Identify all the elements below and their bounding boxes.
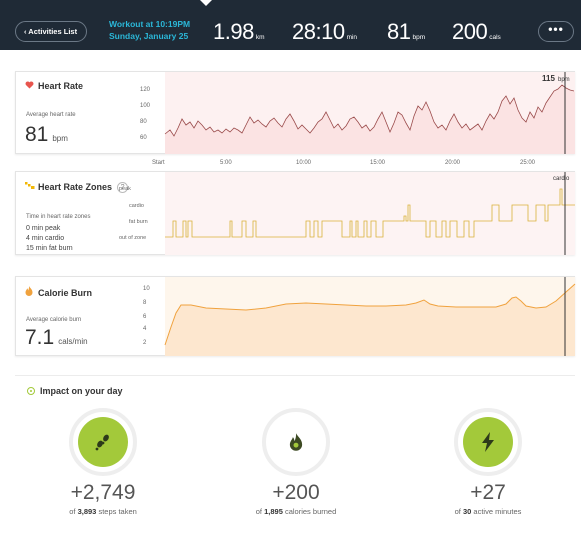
heart-rate-title: Heart Rate [25,81,83,91]
zones-marker-label: cardio [553,176,570,182]
hr-xtick-25: 25:00 [520,160,536,166]
zones-chart: peak cardio fat burn out of zone cardio [119,172,575,255]
calories-badge [271,417,321,467]
impact-title: Impact on your day [27,386,123,396]
calorie-burn-card: Calorie Burn Average calorie burn 7.1 cal… [15,276,576,356]
section-divider [15,375,575,376]
zone-cardio-time: 4 min cardio [26,235,65,242]
active-minutes-badge [463,417,513,467]
active-minutes-ring[interactable] [454,408,522,476]
lightning-icon [482,432,494,452]
hr-xtick-20: 20:00 [445,160,461,166]
calories-ring[interactable] [262,408,330,476]
workout-title: Workout at 10:19PM [109,19,191,29]
heart-rate-area [165,85,575,154]
more-options-button[interactable]: ••• [538,21,574,42]
calorie-chart: 10 8 6 4 2 [143,277,576,356]
avg-calorie-label: Average calorie burn [26,317,82,323]
hr-ytick-120: 120 [140,87,151,93]
calories-stat: 200 cals [452,19,501,44]
steps-impact-caption: of 3,893 steps taken [69,507,137,516]
zones-icon [25,181,35,192]
zone-ytick-cardio: cardio [129,203,144,209]
header-notch [200,0,212,6]
cal-ytick-4: 4 [143,326,147,332]
zones-summary: Time in heart rate zones 0 min peak 4 mi… [26,212,90,254]
zones-line [165,188,575,238]
workout-date: Sunday, January 25 [109,31,189,41]
heart-rate-x-axis: Start 5:00 10:00 15:00 20:00 25:00 [152,160,536,166]
hr-xtick-start: Start [152,160,165,166]
heart-rate-zones-card: Heart Rate Zones? Time in heart rate zon… [15,171,575,255]
zones-help-button[interactable]: ? [117,182,129,194]
steps-impact-value: +2,749 [70,481,136,504]
avg-heart-rate-label: Average heart rate [26,112,76,118]
zone-ytick-peak: peak [119,186,131,192]
workout-header: ‹ Activities List Workout at 10:19PM Sun… [0,0,581,50]
activities-list-button[interactable]: ‹ Activities List [15,21,88,42]
calorie-line [164,283,576,346]
flame-icon-large [289,433,303,451]
heart-rate-chart: 120 100 80 60 115 bpm [140,72,575,154]
hr-xtick-15: 15:00 [370,160,386,166]
zones-plot-bg [165,172,575,255]
target-icon [27,387,35,395]
cal-ytick-2: 2 [143,340,147,346]
footsteps-icon [95,434,109,451]
zones-summary-label: Time in heart rate zones [26,214,91,220]
calories-impact-caption: of 1,895 calories burned [255,507,337,516]
zone-peak-time: 0 min peak [26,225,61,232]
calorie-title: Calorie Burn [25,286,92,298]
calories-impact-value: +200 [272,481,320,504]
calorie-area [165,284,575,356]
active-minutes-impact-caption: of 30 active minutes [454,507,522,516]
heart-rate-card: Heart Rate Average heart rate 81 bpm 120 … [15,71,575,154]
distance-stat: 1.98 km [213,19,265,44]
hr-ytick-60: 60 [140,135,147,141]
steps-badge [78,417,128,467]
active-minutes-impact-value: +27 [470,481,506,504]
avg-calorie-value: 7.1 cals/min [25,326,88,349]
cal-ytick-8: 8 [143,300,147,306]
zone-fatburn-time: 15 min fat burn [26,245,73,252]
hr-ytick-80: 80 [140,119,147,125]
heart-icon [25,81,35,91]
zone-ytick-fatburn: fat burn [129,219,148,225]
duration-stat: 28:10 min [292,19,358,44]
cal-ytick-6: 6 [143,314,147,320]
hr-xtick-5: 5:00 [220,160,232,166]
zones-title: Heart Rate Zones? [25,181,129,194]
hr-ytick-100: 100 [140,103,151,109]
steps-ring[interactable] [69,408,137,476]
heart-rate-stat: 81 bpm [387,19,426,44]
cal-ytick-10: 10 [143,286,150,292]
zone-ytick-outofzone: out of zone [119,235,146,241]
hr-marker-unit: bpm [558,77,570,83]
heart-rate-line [164,84,575,137]
avg-heart-rate-value: 81 bpm [25,123,68,146]
hr-xtick-10: 10:00 [296,160,312,166]
flame-icon [25,286,35,298]
hr-marker-value: 115 [542,74,555,83]
